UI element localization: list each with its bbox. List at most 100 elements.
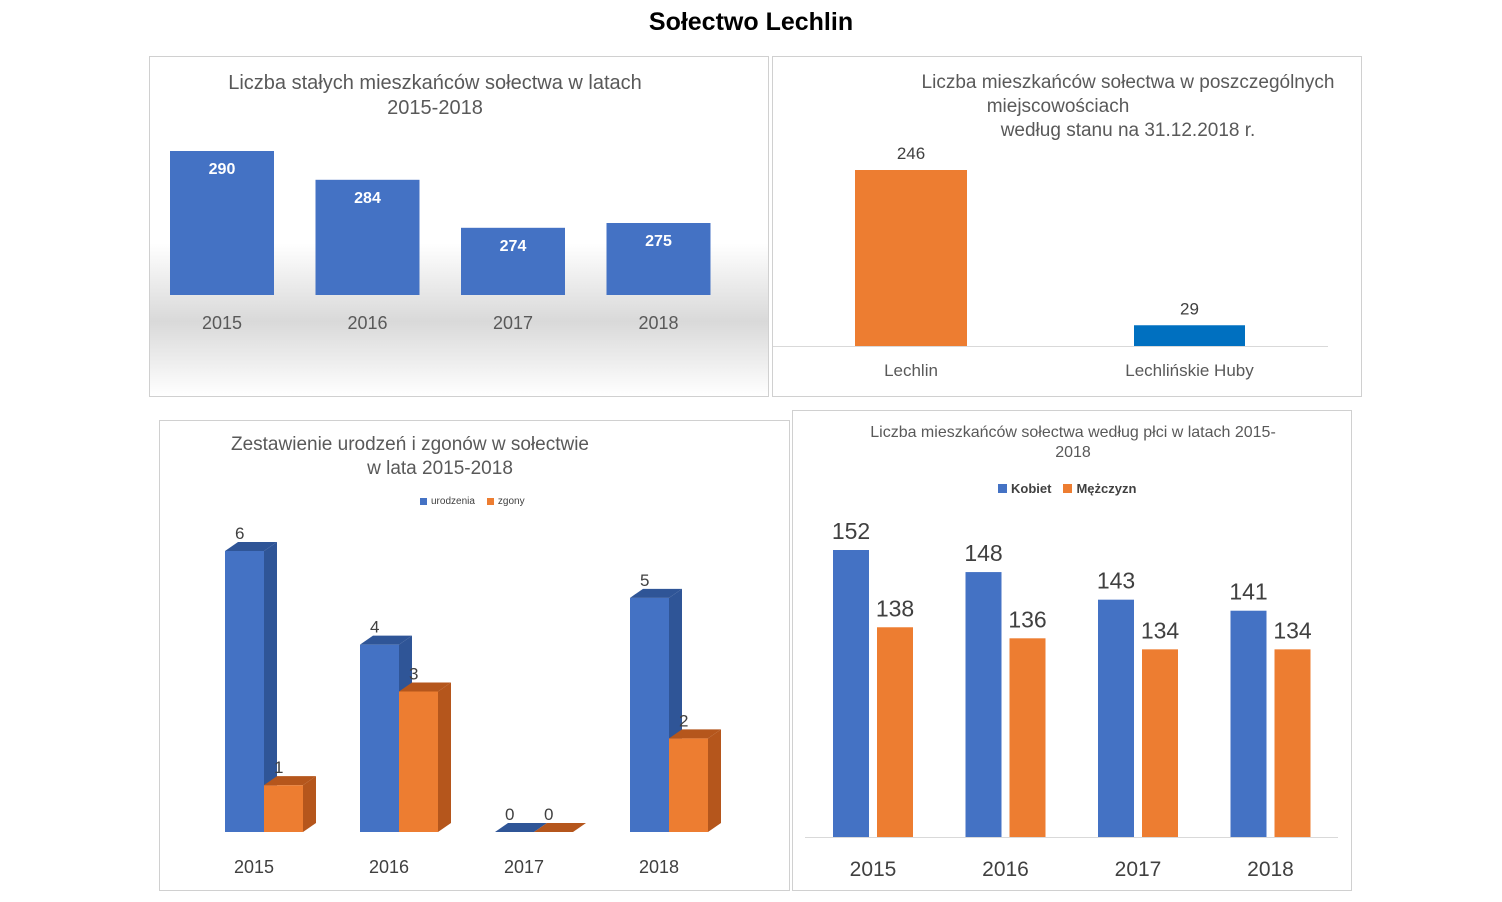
chart-legend: Kobiet Mężczyzn bbox=[998, 481, 1136, 496]
bar-top bbox=[669, 729, 721, 739]
bar-top bbox=[399, 682, 451, 692]
data-label: 138 bbox=[876, 595, 914, 621]
data-label: 143 bbox=[1097, 568, 1135, 594]
data-label: 136 bbox=[1008, 606, 1046, 632]
legend-item: zgony bbox=[486, 496, 525, 507]
page-title: Sołectwo Lechlin bbox=[648, 8, 854, 36]
x-tick-label: 2018 bbox=[639, 857, 679, 877]
legend-item: Mężczyzn bbox=[1063, 481, 1136, 496]
chart-panel-residents-by-year: Liczba stałych mieszkańców sołectwa w la… bbox=[149, 56, 769, 397]
legend-item: Kobiet bbox=[998, 481, 1051, 496]
x-tick-label: 2015 bbox=[850, 858, 897, 881]
x-tick-label: Lechlińskie Huby bbox=[1125, 361, 1254, 380]
x-tick-label: 2015 bbox=[234, 857, 274, 877]
chart-title-line: według stanu na 31.12.2018 r. bbox=[1000, 119, 1256, 141]
bar bbox=[877, 627, 913, 837]
data-label: 2 bbox=[679, 711, 688, 730]
bar bbox=[606, 223, 711, 295]
chart-title-line: w lata 2015-2018 bbox=[367, 457, 513, 479]
data-label: 246 bbox=[897, 144, 925, 163]
data-label: 1 bbox=[274, 758, 283, 777]
chart-residents-by-sex: 2015 2016 2017 2018 152 148 143 141 138 136 134 134 bbox=[805, 518, 1338, 881]
data-label: 152 bbox=[832, 518, 870, 544]
legend-label: Mężczyzn bbox=[1076, 481, 1137, 496]
bar-top bbox=[225, 542, 277, 551]
x-tick-label: 2016 bbox=[369, 857, 409, 877]
data-label: 274 bbox=[500, 238, 527, 255]
data-label: 0 bbox=[544, 805, 553, 824]
bar-top bbox=[534, 823, 586, 832]
chart-title: Liczba mieszkańców sołectwa według płci … bbox=[813, 423, 1333, 463]
chart-title: Liczba mieszkańców sołectwa w poszczegól… bbox=[913, 71, 1343, 142]
bar bbox=[461, 227, 565, 295]
bar-side bbox=[264, 542, 277, 832]
chart-legend: urodzenia zgony bbox=[420, 496, 525, 507]
x-tick-label: 2017 bbox=[1115, 858, 1162, 881]
x-tick-label: 2016 bbox=[982, 858, 1029, 881]
bar bbox=[1142, 649, 1178, 837]
chart-residents-by-village: 246 Lechlin 29 Lechlińskie Huby bbox=[773, 144, 1328, 380]
bar-side bbox=[303, 776, 316, 832]
data-label: 134 bbox=[1273, 617, 1312, 643]
legend-swatch bbox=[486, 498, 494, 505]
data-label: 284 bbox=[354, 190, 381, 207]
x-tick-label: 2018 bbox=[1247, 858, 1294, 881]
bar bbox=[630, 597, 669, 832]
data-label: 275 bbox=[645, 233, 672, 250]
chart-title-line: 2015-2018 bbox=[387, 97, 483, 119]
bar bbox=[1098, 599, 1134, 837]
legend-swatch bbox=[1063, 484, 1073, 493]
chart-title-line: 2018 bbox=[1055, 444, 1091, 461]
chart-panel-births-deaths: Zestawienie urodzeń i zgonów w sołectwie… bbox=[159, 420, 790, 891]
bar bbox=[360, 644, 399, 832]
bar bbox=[1274, 649, 1311, 837]
bar-side bbox=[708, 729, 721, 832]
bar-side bbox=[438, 682, 451, 832]
chart-title-line: Zestawienie urodzeń i zgonów w sołectwie bbox=[230, 434, 589, 455]
data-label: 3 bbox=[409, 665, 418, 684]
x-tick-label: 2016 bbox=[347, 313, 387, 333]
bar-top bbox=[264, 776, 316, 786]
chart-residents-by-year: 290 2015 284 2016 274 2017 275 2018 bbox=[170, 151, 711, 333]
x-tick-label: 2015 bbox=[202, 313, 242, 333]
data-label: 134 bbox=[1141, 617, 1180, 643]
data-label: 4 bbox=[370, 618, 379, 637]
bar bbox=[1230, 610, 1267, 837]
bar bbox=[170, 151, 274, 295]
bar bbox=[225, 551, 264, 832]
chart-births-deaths: 2015 2016 2017 2018 6 4 0 5 1 3 0 2 bbox=[225, 524, 721, 877]
bar bbox=[855, 170, 967, 346]
bar-top bbox=[630, 588, 682, 598]
chart-title-line: Liczba mieszkańców sołectwa w poszczegól… bbox=[921, 72, 1335, 93]
chart-panel-residents-by-sex: Liczba mieszkańców sołectwa według płci … bbox=[792, 410, 1352, 891]
bar bbox=[399, 691, 438, 832]
bar-top bbox=[360, 635, 412, 645]
bar bbox=[965, 572, 1002, 837]
legend-item: urodzenia bbox=[420, 496, 475, 507]
bar bbox=[264, 785, 303, 832]
x-tick-label: 2017 bbox=[504, 857, 544, 877]
bar bbox=[1009, 638, 1046, 837]
bar bbox=[1134, 325, 1245, 346]
data-label: 5 bbox=[640, 571, 649, 590]
data-label: 290 bbox=[209, 161, 236, 178]
chart-title-line: Liczba stałych mieszkańców sołectwa w la… bbox=[228, 72, 642, 94]
chart-title-line: Liczba mieszkańców sołectwa według płci … bbox=[870, 424, 1276, 441]
data-label: 6 bbox=[235, 524, 244, 543]
x-tick-label: 2017 bbox=[493, 313, 533, 333]
bar-top bbox=[495, 823, 547, 832]
x-tick-label: Lechlin bbox=[884, 361, 938, 380]
chart-panel-residents-by-village: Liczba mieszkańców sołectwa w poszczegól… bbox=[772, 56, 1362, 397]
data-label: 148 bbox=[964, 540, 1002, 566]
x-tick-label: 2018 bbox=[638, 313, 678, 333]
legend-label: zgony bbox=[497, 496, 525, 507]
data-label: 0 bbox=[505, 805, 514, 824]
legend-swatch bbox=[420, 498, 427, 505]
legend-swatch bbox=[998, 484, 1007, 493]
legend-label: Kobiet bbox=[1011, 481, 1052, 496]
data-label: 141 bbox=[1229, 579, 1267, 605]
legend-label: urodzenia bbox=[431, 496, 475, 507]
chart-title: Liczba stałych mieszkańców sołectwa w la… bbox=[150, 71, 720, 121]
chart-title-line: miejscowościach bbox=[986, 95, 1130, 117]
data-label: 29 bbox=[1180, 299, 1199, 318]
